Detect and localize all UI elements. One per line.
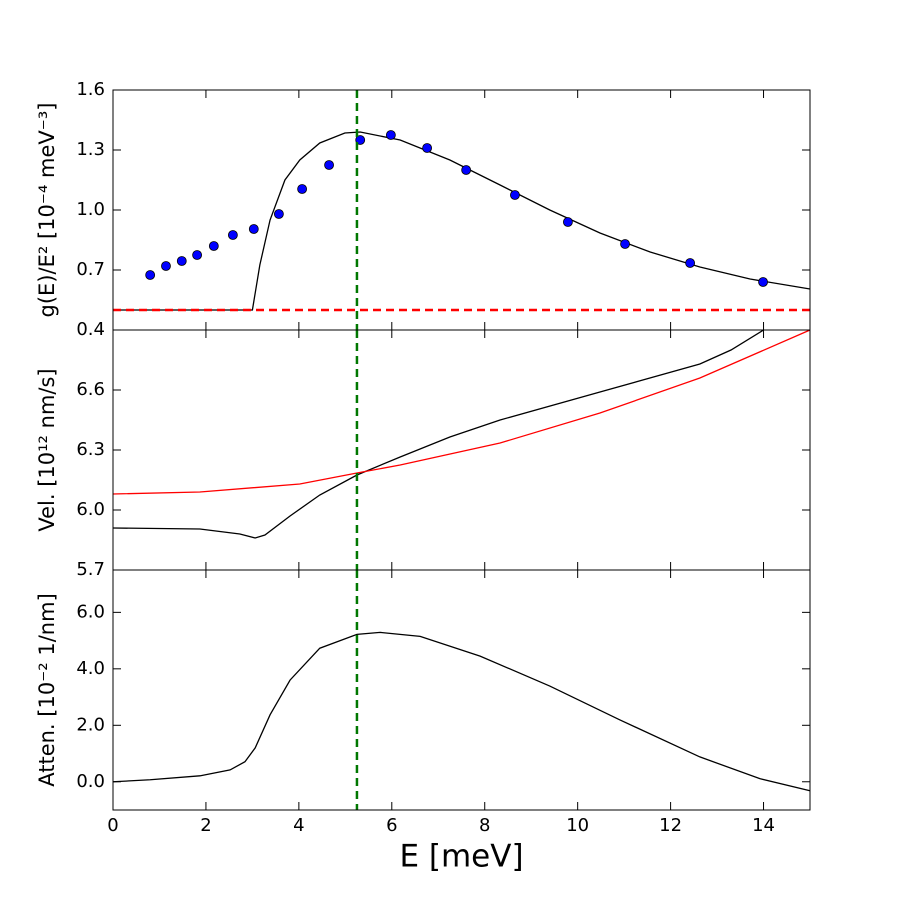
x-tick-label: 0 (107, 815, 118, 836)
data-point (422, 143, 433, 153)
curve (112, 631, 811, 792)
y-tick-label: 1.0 (76, 199, 105, 220)
data-point (208, 241, 219, 251)
y-tick-label: 5.7 (76, 559, 105, 580)
data-point (297, 184, 308, 194)
y-tick-label: 1.6 (76, 79, 105, 100)
x-axis-label: E [meV] (399, 839, 523, 875)
data-point (563, 217, 573, 227)
x-tick-label: 12 (659, 815, 682, 836)
x-tick-label: 4 (293, 815, 304, 836)
y-tick-label: 2.0 (76, 714, 105, 735)
data-point (273, 209, 284, 219)
data-point (461, 165, 472, 175)
y-axis-label: Vel. [10¹² nm/s] (35, 368, 59, 531)
data-point (758, 277, 768, 287)
y-tick-label: 0.7 (76, 259, 105, 280)
y-tick-label: 0.0 (76, 771, 105, 792)
x-tick-label: 2 (200, 815, 211, 836)
data-point (510, 190, 520, 200)
plot-frame (112, 89, 811, 331)
plot-frame (112, 329, 811, 571)
data-point (192, 250, 203, 260)
plot-frame (112, 569, 811, 811)
y-tick-label: 6.0 (76, 499, 105, 520)
y-axis-label: g(E)/E² [10⁻⁴ meV⁻³] (35, 103, 59, 318)
y-tick-label: 6.3 (76, 439, 105, 460)
data-point (324, 160, 334, 170)
x-tick-label: 14 (752, 815, 775, 836)
y-tick-label: 0.4 (76, 319, 105, 340)
data-point (176, 256, 187, 266)
y-tick-label: 6.0 (76, 601, 105, 622)
x-tick-label: 8 (479, 815, 490, 836)
data-point (385, 130, 396, 140)
x-tick-label: 6 (386, 815, 397, 836)
curve (112, 329, 764, 539)
y-axis-label: Atten. [10⁻² 1/nm] (35, 593, 59, 787)
curve (113, 131, 811, 311)
y-tick-label: 6.6 (76, 379, 105, 400)
data-point (248, 224, 259, 234)
y-tick-label: 4.0 (76, 658, 105, 679)
data-point (161, 261, 171, 271)
curve (112, 329, 811, 495)
data-point (145, 270, 156, 280)
y-tick-label: 1.3 (76, 139, 105, 160)
x-tick-label: 10 (566, 815, 589, 836)
data-point (620, 239, 630, 249)
data-point (227, 230, 238, 240)
data-point (685, 258, 696, 268)
